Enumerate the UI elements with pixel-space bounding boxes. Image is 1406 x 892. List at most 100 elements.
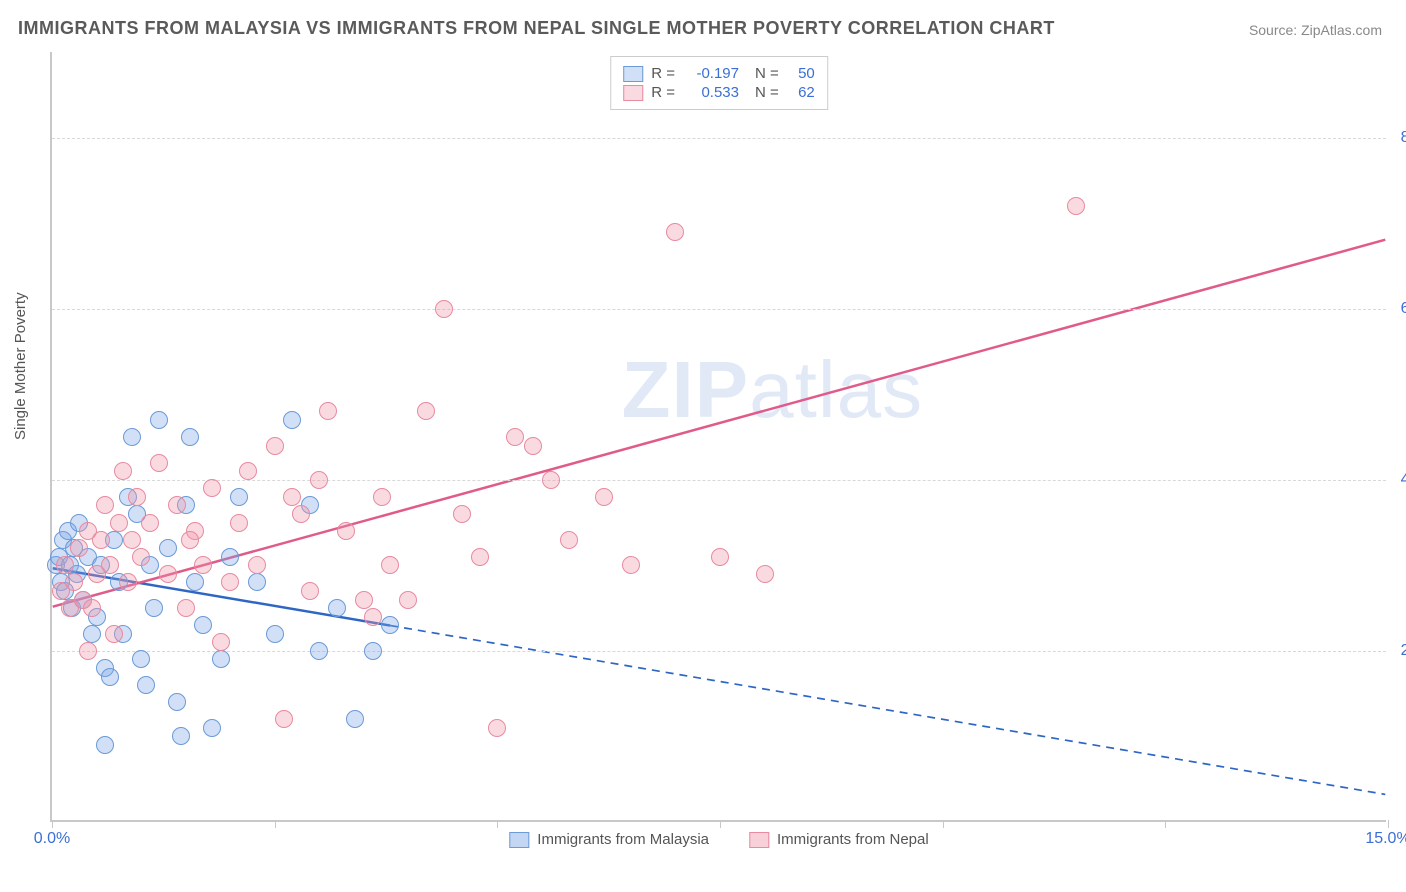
data-point: [328, 599, 346, 617]
data-point: [168, 693, 186, 711]
y-tick-label: 80.0%: [1401, 129, 1406, 147]
data-point: [355, 591, 373, 609]
data-point: [435, 300, 453, 318]
x-tick-mark: [1388, 820, 1389, 828]
legend-label: Immigrants from Nepal: [777, 831, 929, 848]
data-point: [471, 548, 489, 566]
data-point: [1067, 197, 1085, 215]
data-point: [70, 539, 88, 557]
data-point: [595, 488, 613, 506]
x-tick-mark: [275, 820, 276, 828]
chart-plot-area: ZIPatlas R = -0.197 N = 50 R = 0.533 N =…: [50, 52, 1386, 822]
legend-swatch: [623, 85, 643, 101]
y-tick-label: 60.0%: [1401, 300, 1406, 318]
data-point: [65, 573, 83, 591]
data-point: [79, 642, 97, 660]
legend-r-value: -0.197: [683, 65, 739, 82]
chart-title: IMMIGRANTS FROM MALAYSIA VS IMMIGRANTS F…: [18, 18, 1055, 39]
gridline-h: [52, 309, 1386, 310]
data-point: [132, 548, 150, 566]
data-point: [319, 402, 337, 420]
data-point: [266, 437, 284, 455]
data-point: [172, 727, 190, 745]
legend-n-value: 50: [787, 65, 815, 82]
x-tick-mark: [497, 820, 498, 828]
legend-swatch: [623, 66, 643, 82]
data-point: [506, 428, 524, 446]
data-point: [542, 471, 560, 489]
data-point: [181, 531, 199, 549]
data-point: [83, 625, 101, 643]
legend-label: Immigrants from Malaysia: [537, 831, 709, 848]
data-point: [221, 573, 239, 591]
data-point: [132, 650, 150, 668]
data-point: [119, 573, 137, 591]
data-point: [137, 676, 155, 694]
legend-row: R = -0.197 N = 50: [623, 65, 815, 82]
source-label: Source: ZipAtlas.com: [1249, 22, 1382, 38]
legend-swatch: [749, 832, 769, 848]
data-point: [248, 556, 266, 574]
data-point: [114, 462, 132, 480]
gridline-h: [52, 651, 1386, 652]
data-point: [83, 599, 101, 617]
x-tick-mark: [1165, 820, 1166, 828]
x-tick-mark: [943, 820, 944, 828]
data-point: [221, 548, 239, 566]
gridline-h: [52, 480, 1386, 481]
data-point: [212, 633, 230, 651]
data-point: [177, 599, 195, 617]
legend-n-label: N =: [755, 84, 779, 101]
legend-item: Immigrants from Malaysia: [509, 831, 709, 848]
data-point: [364, 642, 382, 660]
x-tick-label: 0.0%: [34, 830, 70, 848]
y-axis-label: Single Mother Poverty: [12, 292, 29, 440]
data-point: [248, 573, 266, 591]
data-point: [711, 548, 729, 566]
legend-r-value: 0.533: [683, 84, 739, 101]
data-point: [96, 736, 114, 754]
data-point: [453, 505, 471, 523]
data-point: [381, 616, 399, 634]
data-point: [364, 608, 382, 626]
data-point: [159, 539, 177, 557]
x-tick-mark: [720, 820, 721, 828]
data-point: [159, 565, 177, 583]
data-point: [524, 437, 542, 455]
data-point: [150, 454, 168, 472]
legend-series: Immigrants from Malaysia Immigrants from…: [509, 831, 928, 848]
watermark: ZIPatlas: [622, 344, 923, 436]
data-point: [275, 710, 293, 728]
data-point: [417, 402, 435, 420]
data-point: [666, 223, 684, 241]
data-point: [381, 556, 399, 574]
y-tick-label: 20.0%: [1401, 642, 1406, 660]
legend-swatch: [509, 832, 529, 848]
data-point: [56, 556, 74, 574]
data-point: [194, 556, 212, 574]
legend-row: R = 0.533 N = 62: [623, 84, 815, 101]
data-point: [212, 650, 230, 668]
data-point: [283, 411, 301, 429]
data-point: [266, 625, 284, 643]
data-point: [399, 591, 417, 609]
data-point: [560, 531, 578, 549]
legend-n-label: N =: [755, 65, 779, 82]
y-tick-label: 40.0%: [1401, 471, 1406, 489]
data-point: [283, 488, 301, 506]
trend-lines: [52, 52, 1386, 820]
data-point: [292, 505, 310, 523]
data-point: [150, 411, 168, 429]
x-tick-label: 15.0%: [1365, 830, 1406, 848]
data-point: [203, 479, 221, 497]
data-point: [622, 556, 640, 574]
data-point: [230, 514, 248, 532]
data-point: [194, 616, 212, 634]
data-point: [186, 573, 204, 591]
data-point: [96, 496, 114, 514]
data-point: [203, 719, 221, 737]
data-point: [756, 565, 774, 583]
data-point: [110, 514, 128, 532]
x-tick-mark: [52, 820, 53, 828]
legend-r-label: R =: [651, 65, 675, 82]
